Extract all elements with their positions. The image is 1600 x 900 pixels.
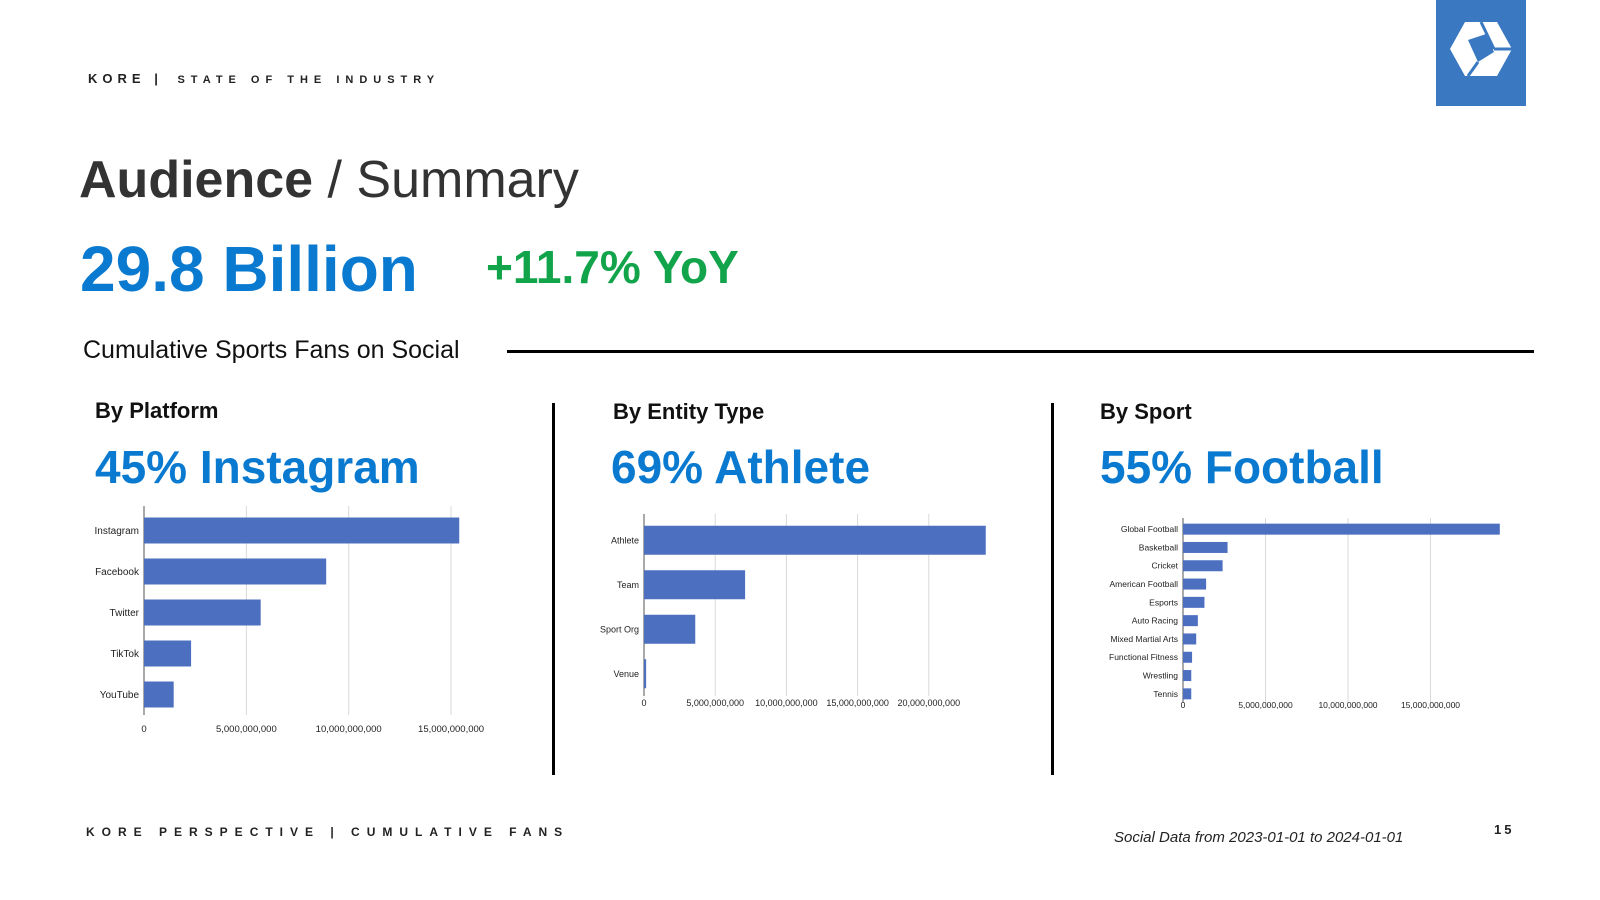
category-label: American Football xyxy=(1109,579,1178,589)
section-subtitle: Cumulative Sports Fans on Social xyxy=(83,336,460,364)
x-tick-label: 10,000,000,000 xyxy=(316,724,382,735)
bar-mixed-martial-arts xyxy=(1183,633,1197,645)
category-label: Tennis xyxy=(1153,689,1178,699)
subtitle-rule xyxy=(507,350,1534,353)
bar-tiktok xyxy=(144,640,192,667)
category-label: Functional Fitness xyxy=(1109,652,1178,662)
category-label: Facebook xyxy=(95,567,140,578)
entity-highlight: 69% Athlete xyxy=(611,441,871,493)
category-label: Venue xyxy=(613,669,639,679)
bar-cricket xyxy=(1183,560,1223,572)
platform-chart: 0 5,000,000,000 10,000,000,000 15,000,000,0… xyxy=(95,506,484,735)
header-brand-line: KORE | STATE OF THE INDUSTRY xyxy=(88,71,440,86)
bar-global-football xyxy=(1183,523,1500,535)
logo-hexagon-icon xyxy=(1450,21,1512,77)
category-label: Wrestling xyxy=(1143,671,1179,681)
x-tick-label: 0 xyxy=(641,698,646,708)
x-tick-label: 0 xyxy=(141,724,146,735)
x-tick-label: 0 xyxy=(1181,700,1186,710)
x-tick-label: 10,000,000,000 xyxy=(1318,700,1377,710)
bar-auto-racing xyxy=(1183,615,1198,627)
x-tick-label: 20,000,000,000 xyxy=(898,698,961,708)
headline-value: 29.8 Billion xyxy=(80,233,418,305)
bar-basketball xyxy=(1183,541,1228,553)
category-label: Sport Org xyxy=(600,624,639,634)
bar-instagram xyxy=(144,517,460,544)
bar-facebook xyxy=(144,558,327,585)
x-tick-label: 15,000,000,000 xyxy=(418,724,484,735)
sport-label: By Sport xyxy=(1100,399,1192,424)
x-tick-label: 10,000,000,000 xyxy=(755,698,818,708)
category-label: TikTok xyxy=(110,649,140,660)
bar-wrestling xyxy=(1183,670,1192,682)
sport-chart: 0 5,000,000,000 10,000,000,000 15,000,000,0… xyxy=(1109,518,1500,710)
bar-athlete xyxy=(644,525,986,555)
x-tick-label: 15,000,000,000 xyxy=(826,698,889,708)
footer-label: KORE PERSPECTIVE | CUMULATIVE FANS xyxy=(86,825,570,839)
bar-youtube xyxy=(144,681,174,708)
brand-name: KORE xyxy=(88,71,146,86)
divider-2 xyxy=(1051,403,1054,775)
header-subtitle: STATE OF THE INDUSTRY xyxy=(177,74,441,86)
category-label: Athlete xyxy=(611,535,639,545)
category-label: Global Football xyxy=(1121,524,1178,534)
x-tick-label: 15,000,000,000 xyxy=(1401,700,1460,710)
category-label: Cricket xyxy=(1152,561,1179,571)
bar-sport-org xyxy=(644,614,696,644)
x-tick-label: 5,000,000,000 xyxy=(1238,700,1293,710)
headline-change: +11.7% YoY xyxy=(486,241,739,293)
category-label: Mixed Martial Arts xyxy=(1110,634,1178,644)
divider-1 xyxy=(552,403,555,775)
bar-team xyxy=(644,570,746,600)
kore-logo xyxy=(1436,0,1526,106)
category-label: YouTube xyxy=(100,690,140,701)
platform-highlight: 45% Instagram xyxy=(95,441,420,493)
category-label: Esports xyxy=(1149,597,1178,607)
bar-venue xyxy=(644,659,647,689)
category-label: Auto Racing xyxy=(1132,616,1179,626)
bar-tennis xyxy=(1183,688,1192,700)
bar-twitter xyxy=(144,599,261,626)
category-label: Twitter xyxy=(110,608,140,619)
x-tick-label: 5,000,000,000 xyxy=(686,698,744,708)
category-label: Team xyxy=(617,580,639,590)
category-label: Basketball xyxy=(1139,542,1178,552)
entity-label: By Entity Type xyxy=(613,399,765,424)
brand-separator: | xyxy=(154,71,163,86)
platform-label: By Platform xyxy=(95,398,219,423)
title-bold: Audience xyxy=(79,151,314,209)
bar-american-football xyxy=(1183,578,1207,590)
page-title: Audience / Summary xyxy=(79,150,579,210)
title-rest: / Summary xyxy=(313,151,579,209)
sport-highlight: 55% Football xyxy=(1100,441,1384,493)
bar-esports xyxy=(1183,596,1205,608)
x-tick-label: 5,000,000,000 xyxy=(216,724,277,735)
entity-chart: 0 5,000,000,000 10,000,000,000 15,000,000,0… xyxy=(600,514,986,708)
data-source-note: Social Data from 2023-01-01 to 2024-01-0… xyxy=(1114,829,1404,846)
category-label: Instagram xyxy=(95,526,139,537)
page-number: 15 xyxy=(1494,822,1515,837)
bar-functional-fitness xyxy=(1183,651,1193,663)
